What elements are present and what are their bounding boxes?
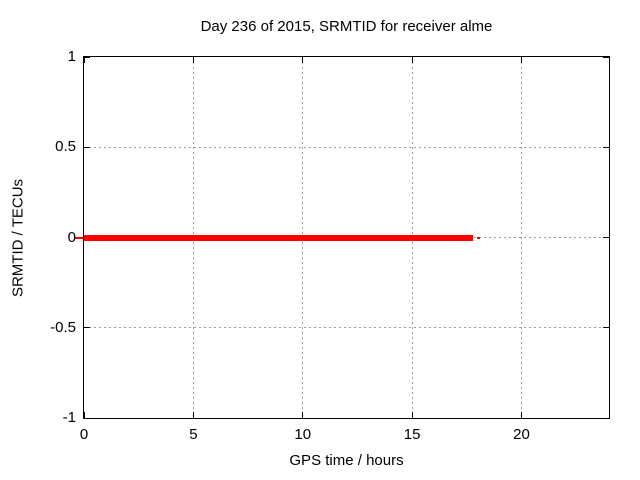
x-tick-label: 0 [79,426,89,443]
series-line-segment [84,234,474,241]
grid-line-horizontal [84,327,609,329]
x-tick-label: 15 [403,426,421,443]
x-tick-label: 5 [189,426,198,443]
x-tick-mark [302,412,304,418]
x-tick-mark [521,412,522,418]
y-tick-label: -1 [62,409,76,426]
series-line-segment [74,236,84,239]
plot-area [74,56,610,419]
x-tick-mark [411,412,413,418]
chart-title: Day 236 of 2015, SRMTID for receiver alm… [200,18,493,35]
x-axis-label: GPS time / hours [289,452,404,469]
y-tick-mark [603,417,609,419]
x-tick-label: 10 [294,426,312,443]
x-tick-mark [192,57,194,63]
y-tick-mark [84,327,90,329]
series-line-segment [476,236,480,239]
y-tick-mark [603,327,609,329]
x-tick-label: 20 [513,426,530,443]
x-tick-mark [411,57,413,63]
y-tick-mark [603,56,609,58]
y-tick-label: -0.5 [50,318,76,336]
y-tick-mark [84,146,90,148]
y-tick-label: 0 [67,228,76,246]
x-tick-labels: 0 5 10 15 20 [80,426,609,445]
y-tick-mark [84,417,90,419]
x-tick-mark [302,57,304,63]
x-tick-mark [83,412,85,418]
y-tick-label: 0.5 [55,138,76,156]
x-tick-mark [192,412,194,418]
y-tick-mark [603,237,609,238]
grid-line-horizontal [84,146,609,148]
y-tick-mark [603,146,609,148]
y-tick-label: 1 [67,48,76,65]
x-tick-mark [521,57,522,63]
y-tick-labels: -1 -0.5 0 0.5 1 [0,49,76,426]
x-tick-mark [83,57,85,63]
y-tick-mark [84,56,90,58]
